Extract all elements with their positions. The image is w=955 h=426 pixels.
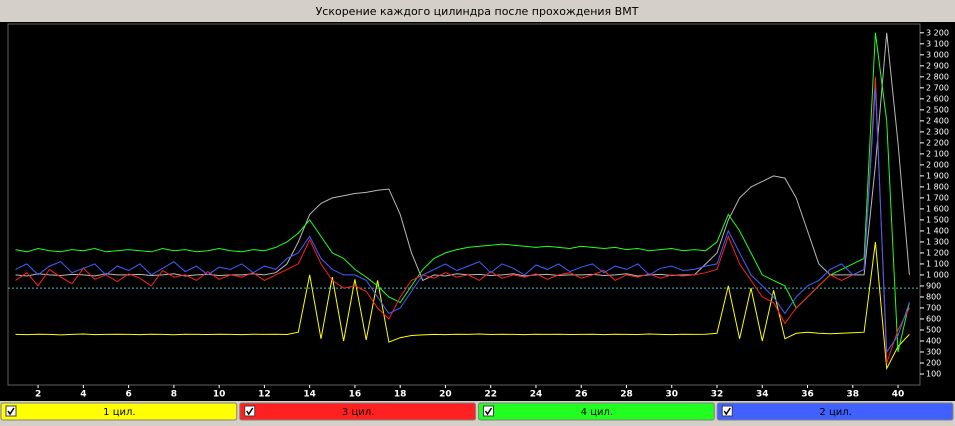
y-tick-label: 1 000 bbox=[926, 270, 949, 279]
x-tick-label: 12 bbox=[258, 390, 271, 400]
x-tick-label: 34 bbox=[756, 390, 769, 400]
title-bar bbox=[0, 0, 955, 22]
y-tick-label: 900 bbox=[926, 281, 941, 290]
y-tick-label: 1 100 bbox=[926, 259, 949, 268]
x-tick-label: 38 bbox=[847, 390, 860, 400]
series-line bbox=[15, 76, 910, 364]
series-line bbox=[15, 87, 910, 354]
legend-label: 4 цил. bbox=[581, 407, 613, 418]
legend-button[interactable] bbox=[0, 402, 238, 421]
legend-check bbox=[484, 407, 493, 416]
series-line bbox=[15, 32, 910, 282]
legend-check bbox=[723, 407, 731, 416]
y-tick-label: 2 600 bbox=[926, 94, 949, 103]
y-tick-label: 2 400 bbox=[926, 116, 949, 125]
y-tick-label: 2 000 bbox=[926, 160, 949, 169]
y-tick-label: 600 bbox=[926, 314, 941, 323]
legend-button[interactable] bbox=[478, 402, 715, 421]
y-tick-label: 2 800 bbox=[926, 72, 949, 81]
legend-button[interactable] bbox=[716, 402, 954, 421]
y-tick-label: 3 000 bbox=[926, 50, 949, 59]
x-tick-label: 2 bbox=[35, 390, 41, 400]
x-tick-label: 16 bbox=[349, 390, 362, 400]
x-tick-label: 30 bbox=[665, 390, 678, 400]
legend-check bbox=[246, 407, 254, 416]
y-tick-label: 1 200 bbox=[926, 248, 949, 257]
y-tick-label: 700 bbox=[926, 303, 941, 312]
x-tick-label: 26 bbox=[575, 390, 588, 400]
x-tick-label: 32 bbox=[711, 390, 724, 400]
y-tick-label: 2 200 bbox=[926, 138, 949, 147]
y-tick-label: 2 100 bbox=[926, 149, 949, 158]
y-tick-label: 2 500 bbox=[926, 105, 949, 114]
y-tick-label: 1 900 bbox=[926, 171, 949, 180]
legend-button[interactable] bbox=[239, 402, 476, 421]
series-line bbox=[15, 241, 910, 371]
x-tick-label: 20 bbox=[439, 390, 452, 400]
x-tick-label: 14 bbox=[303, 390, 316, 400]
y-tick-label: 1 700 bbox=[926, 193, 949, 202]
y-tick-label: 1 300 bbox=[926, 237, 949, 246]
legend-checkbox[interactable] bbox=[5, 405, 17, 417]
x-tick-label: 40 bbox=[892, 390, 905, 400]
legend-label: 1 цил. bbox=[103, 407, 135, 418]
x-tick-label: 18 bbox=[394, 390, 407, 400]
y-tick-label: 100 bbox=[926, 369, 941, 378]
y-tick-label: 3 100 bbox=[926, 39, 949, 48]
y-tick-label: 300 bbox=[926, 347, 941, 356]
y-tick-label: 2 900 bbox=[926, 61, 949, 70]
y-tick-label: 400 bbox=[926, 336, 941, 345]
legend: 1 цил. 3 цил. 4 цил. 2 цил. bbox=[0, 402, 954, 421]
x-tick-label: 10 bbox=[213, 390, 226, 400]
x-tick-label: 4 bbox=[80, 390, 86, 400]
legend-label: 3 цил. bbox=[342, 407, 374, 418]
legend-checkbox[interactable] bbox=[483, 405, 494, 417]
plot-background bbox=[0, 22, 955, 401]
y-tick-label: 3 200 bbox=[926, 28, 949, 37]
y-tick-label: 2 300 bbox=[926, 127, 949, 136]
y-tick-label: 1 800 bbox=[926, 182, 949, 191]
x-tick-label: 22 bbox=[484, 390, 497, 400]
y-tick-label: 2 700 bbox=[926, 83, 949, 92]
legend-check bbox=[7, 407, 15, 416]
y-tick-label: 1 600 bbox=[926, 204, 949, 213]
plot-frame bbox=[7, 23, 921, 386]
x-tick-label: 24 bbox=[530, 390, 543, 400]
x-tick-label: 36 bbox=[801, 390, 814, 400]
x-tick-label: 28 bbox=[620, 390, 633, 400]
y-tick-label: 500 bbox=[926, 325, 941, 334]
series-line bbox=[15, 32, 910, 353]
legend-checkbox[interactable] bbox=[721, 405, 733, 417]
y-tick-label: 1 400 bbox=[926, 226, 949, 235]
x-tick-label: 6 bbox=[125, 390, 131, 400]
y-tick-label: 800 bbox=[926, 292, 941, 301]
legend-label: 2 цил. bbox=[819, 407, 851, 418]
y-tick-label: 200 bbox=[926, 358, 941, 367]
x-tick-label: 8 bbox=[171, 390, 177, 400]
chart-title: Ускорение каждого цилиндра после прохожд… bbox=[316, 5, 639, 18]
legend-checkbox[interactable] bbox=[244, 405, 256, 417]
y-tick-label: 1 500 bbox=[926, 215, 949, 224]
